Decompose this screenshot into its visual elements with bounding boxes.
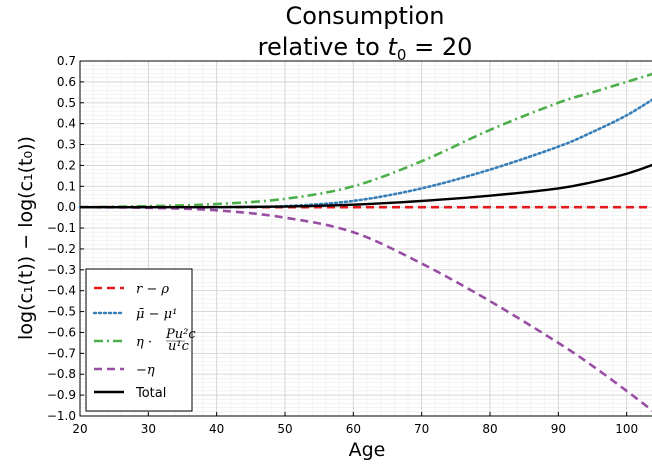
y-tick-label: 0.4: [57, 117, 76, 131]
legend-fraction-denominator: u¹c: [168, 339, 190, 354]
x-tick-label: 50: [277, 422, 292, 436]
legend-item-mu-bar-minus-mu1-label: μ̄ − μ¹: [136, 307, 177, 322]
plot-frame: [79, 60, 652, 417]
y-tick-label: 0.0: [57, 200, 76, 214]
series-eta-ratio: [79, 72, 652, 209]
legend-item-minus-eta-label: −η: [136, 363, 155, 378]
x-tick-label: 30: [141, 422, 156, 436]
x-tick-label: 80: [482, 422, 497, 436]
x-axis-label: Age: [349, 439, 386, 461]
y-tick-label: 0.7: [57, 54, 76, 68]
y-tick-label: 0.2: [57, 158, 76, 172]
chart-title-line1: Consumption: [286, 2, 445, 30]
y-tick-label: −0.9: [47, 388, 76, 402]
y-tick-label: −0.5: [47, 305, 76, 319]
axis-ticks: 20 30 40 50 60 70 80 90 100 0.7 0.6 0.5 0.4 0.3 0.2 0.1…: [47, 54, 638, 436]
y-axis-label: log(c₁(t)) − log(c₁(t₀)): [15, 136, 37, 340]
y-tick-label: 0.6: [57, 75, 76, 89]
legend-item-r-minus-rho-label: r − ρ: [136, 282, 169, 297]
y-tick-label: −0.7: [47, 346, 76, 360]
y-tick-label: −0.4: [47, 284, 76, 298]
y-tick-label: 0.5: [57, 96, 76, 110]
series-total: [79, 163, 652, 209]
legend-box: [85, 268, 193, 412]
legend-item-total-label: Total: [135, 386, 166, 401]
x-tick-label: 100: [615, 422, 638, 436]
x-tick-label: 60: [346, 422, 361, 436]
x-tick-label: 40: [209, 422, 224, 436]
y-tick-label: −1.0: [47, 409, 76, 423]
x-tick-label: 90: [551, 422, 566, 436]
y-tick-label: −0.3: [47, 263, 76, 277]
y-tick-label: 0.1: [57, 179, 76, 193]
x-tick-label: 70: [414, 422, 429, 436]
legend-item-eta-ratio-label: η ·: [136, 335, 152, 350]
y-tick-label: −0.8: [47, 367, 76, 381]
y-tick-label: 0.3: [57, 138, 76, 152]
y-tick-label: −0.1: [47, 221, 76, 235]
y-tick-label: −0.2: [47, 242, 76, 256]
legend-fraction-numerator: Pu²c: [165, 327, 196, 342]
y-tick-label: −0.6: [47, 325, 76, 339]
x-tick-label: 20: [72, 422, 87, 436]
chart-title-line2: relative to t0 = 20: [258, 33, 473, 64]
series-lines: [78, 72, 652, 412]
